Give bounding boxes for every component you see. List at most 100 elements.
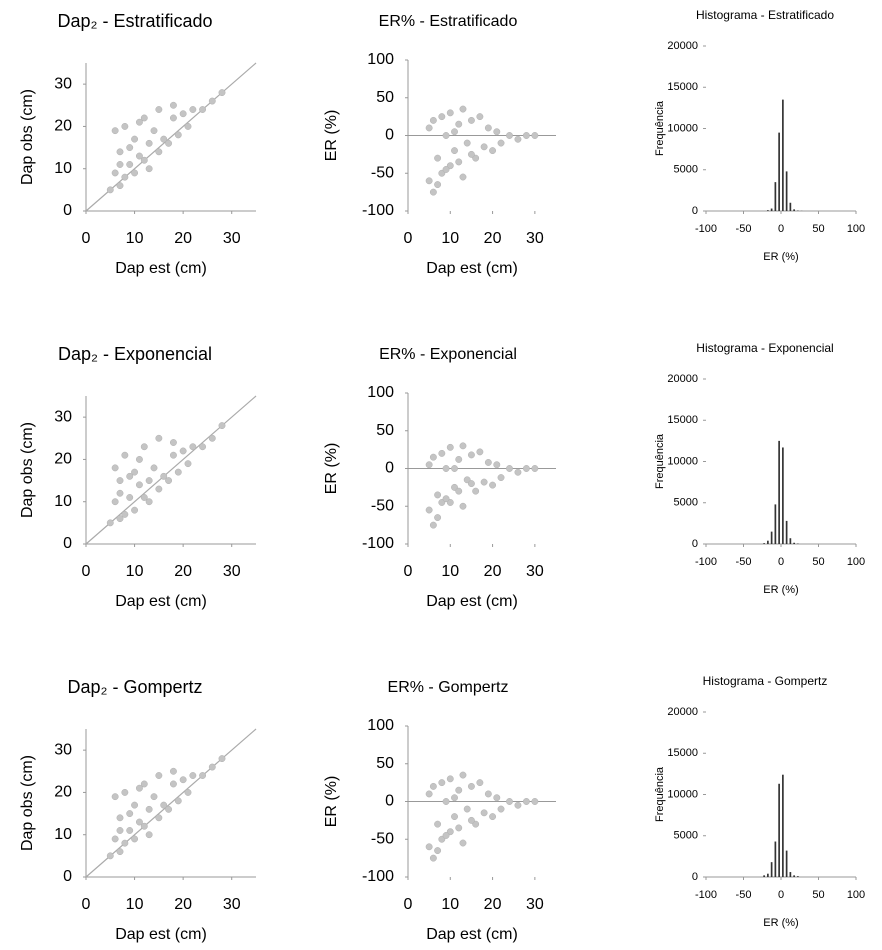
- point: [179, 776, 187, 784]
- point: [121, 788, 129, 796]
- bar: [782, 447, 784, 544]
- point: [116, 814, 124, 822]
- point: [429, 116, 437, 124]
- point: [126, 827, 134, 834]
- x-tick-label: 0: [82, 896, 91, 913]
- point: [455, 824, 463, 832]
- point: [140, 156, 148, 164]
- point: [459, 502, 467, 510]
- x-tick-label: 10: [441, 563, 459, 580]
- x-tick-label: 30: [223, 563, 241, 580]
- point: [480, 809, 488, 817]
- point: [429, 521, 437, 529]
- point: [131, 506, 139, 514]
- chart-title: ER% - Gompertz: [388, 679, 509, 696]
- point: [434, 847, 442, 855]
- point: [451, 147, 458, 155]
- point: [169, 114, 177, 122]
- point: [429, 188, 437, 196]
- point: [145, 165, 153, 173]
- point: [467, 451, 475, 459]
- x-tick-label: 0: [404, 563, 413, 580]
- point: [106, 186, 114, 194]
- point: [497, 474, 505, 482]
- chart-title: Histograma - Gompertz: [703, 674, 828, 688]
- point: [425, 843, 433, 851]
- point: [160, 472, 168, 480]
- x-tick-label: -100: [695, 556, 717, 568]
- x-tick-label: 30: [223, 896, 241, 913]
- x-tick-label: 0: [778, 223, 784, 235]
- x-axis-label: Dap est (cm): [426, 260, 518, 277]
- point: [476, 448, 484, 456]
- reference-line: [85, 395, 257, 545]
- point: [131, 169, 139, 177]
- point: [140, 114, 148, 122]
- point: [155, 772, 163, 779]
- point: [150, 793, 158, 801]
- point: [155, 148, 163, 156]
- x-axis-label: ER (%): [763, 917, 798, 929]
- y-axis-label: ER (%): [323, 110, 340, 162]
- point: [184, 122, 192, 130]
- point: [218, 422, 226, 430]
- point: [145, 139, 153, 147]
- x-tick-label: 50: [812, 223, 824, 235]
- point: [208, 434, 216, 442]
- y-tick-label: -100: [362, 202, 394, 219]
- x-tick-label: 100: [847, 889, 865, 901]
- point: [160, 135, 168, 143]
- point: [140, 822, 148, 830]
- reference-line: [85, 728, 257, 878]
- point: [484, 124, 492, 132]
- point: [451, 813, 458, 821]
- y-tick-label: -100: [362, 868, 394, 885]
- x-tick-label: 0: [82, 230, 91, 247]
- point: [472, 487, 480, 495]
- point: [145, 477, 153, 485]
- point: [116, 182, 124, 190]
- point: [506, 798, 513, 805]
- point: [459, 442, 467, 450]
- point: [493, 461, 501, 469]
- x-tick-label: -100: [695, 223, 717, 235]
- point: [140, 494, 148, 501]
- y-axis-label: Frequência: [654, 100, 666, 156]
- point: [140, 443, 148, 451]
- point: [184, 788, 192, 796]
- bar: [778, 783, 780, 877]
- y-tick-label: 30: [54, 741, 72, 758]
- point: [184, 460, 192, 468]
- point: [169, 780, 177, 788]
- point: [116, 848, 124, 856]
- y-tick-label: 20: [54, 118, 72, 135]
- point: [425, 790, 433, 798]
- point: [506, 465, 513, 472]
- point: [442, 465, 450, 472]
- point: [160, 801, 168, 809]
- point: [442, 132, 450, 139]
- x-tick-label: 20: [174, 230, 192, 247]
- point: [189, 106, 197, 113]
- point: [467, 150, 475, 158]
- point: [121, 173, 129, 181]
- y-tick-label: 30: [54, 75, 72, 92]
- y-tick-label: -100: [362, 535, 394, 552]
- point: [476, 113, 484, 121]
- x-tick-label: 100: [847, 556, 865, 568]
- point: [145, 831, 153, 839]
- point: [189, 772, 197, 779]
- y-tick-label: 30: [54, 408, 72, 425]
- chart-title: ER% - Exponencial: [379, 346, 517, 363]
- x-axis-label: Dap est (cm): [426, 926, 518, 943]
- y-axis-label: ER (%): [323, 443, 340, 495]
- point: [455, 487, 463, 495]
- point: [131, 468, 139, 476]
- x-tick-label: 10: [126, 563, 144, 580]
- point: [155, 814, 163, 822]
- x-tick-label: 0: [404, 230, 413, 247]
- point: [434, 820, 442, 828]
- point: [434, 514, 442, 522]
